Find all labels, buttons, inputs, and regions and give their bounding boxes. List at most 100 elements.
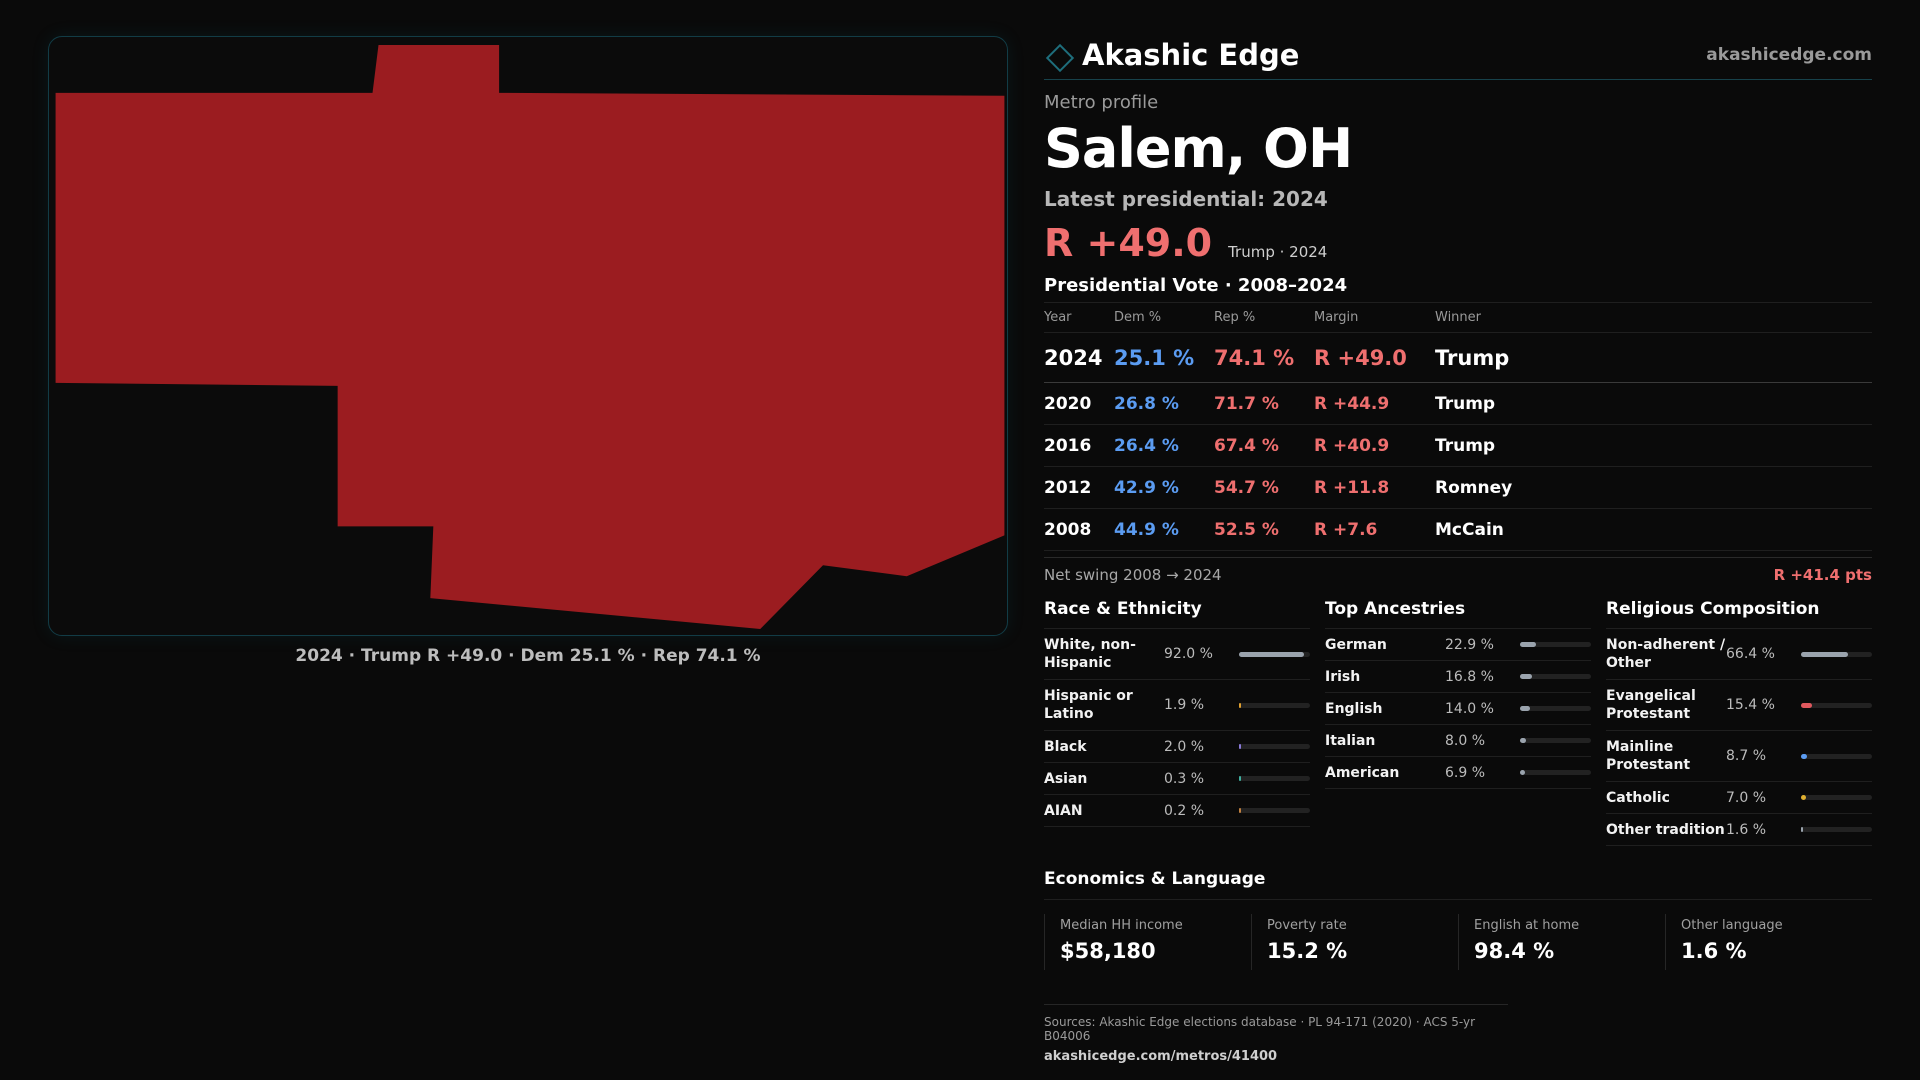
cell-winner: Romney	[1435, 477, 1513, 498]
header-margin: Margin	[1314, 310, 1359, 325]
econ-cell-poverty: Poverty rate 15.2 %	[1251, 914, 1458, 970]
econ-value: 15.2 %	[1267, 939, 1348, 963]
table-row: 2012 42.9 % 54.7 % R +11.8 Romney	[1044, 467, 1872, 509]
vote-table-header: Year Dem % Rep % Margin Winner	[1044, 303, 1872, 333]
headline-row: R +49.0 Trump · 2024	[1044, 219, 1872, 265]
brand-name: Akashic Edge	[1082, 37, 1300, 72]
list-item: Italian 8.0 %	[1325, 725, 1591, 757]
cell-margin: R +40.9	[1314, 435, 1390, 456]
race-value: 0.2 %	[1164, 802, 1205, 819]
cell-dem: 42.9 %	[1114, 477, 1179, 498]
ancestry-bar-fill	[1520, 642, 1537, 647]
cell-year: 2024	[1044, 345, 1103, 370]
cell-rep: 67.4 %	[1214, 435, 1279, 456]
ancestry-bar-fill	[1520, 706, 1530, 711]
cell-margin: R +11.8	[1314, 477, 1390, 498]
list-item: Irish 16.8 %	[1325, 661, 1591, 693]
cell-margin: R +44.9	[1314, 393, 1390, 414]
race-bar	[1239, 808, 1310, 813]
religion-section-title: Religious Composition	[1606, 595, 1872, 629]
religion-label: Other tradition	[1606, 821, 1725, 838]
cell-winner: Trump	[1435, 393, 1496, 414]
cell-year: 2012	[1044, 477, 1092, 498]
race-label: Asian	[1044, 770, 1088, 787]
cell-margin: R +49.0	[1314, 345, 1407, 370]
ancestry-bar	[1520, 674, 1591, 679]
sources-line: Sources: Akashic Edge elections database…	[1044, 1015, 1476, 1043]
religion-value: 8.7 %	[1726, 748, 1767, 764]
sources-url-link[interactable]: akashicedge.com/metros/41400	[1044, 1049, 1278, 1064]
ancestry-value: 14.0 %	[1445, 700, 1494, 717]
race-bar	[1239, 702, 1310, 708]
list-item: White, non-Hispanic 92.0 %	[1044, 629, 1310, 680]
econ-cell-income: Median HH income $58,180	[1044, 914, 1251, 970]
list-item: Other tradition 1.6 %	[1606, 814, 1872, 846]
ancestry-label: Irish	[1325, 668, 1361, 685]
religion-label: Catholic	[1606, 789, 1670, 806]
race-bar	[1239, 776, 1310, 781]
ancestry-bar	[1520, 642, 1591, 647]
net-swing-value: R +41.4 pts	[1773, 565, 1872, 584]
race-label: Hispanic or Latino	[1044, 688, 1133, 722]
econ-label: Other language	[1681, 918, 1783, 933]
econ-label: English at home	[1474, 918, 1580, 933]
county-map-svg	[55, 44, 1005, 630]
list-item: Black 2.0 %	[1044, 731, 1310, 763]
ancestry-label: American	[1325, 764, 1400, 781]
ancestry-bar-fill	[1520, 738, 1526, 743]
race-value: 0.3 %	[1164, 770, 1205, 787]
table-row: 2008 44.9 % 52.5 % R +7.6 McCain	[1044, 509, 1872, 551]
ancestry-bar	[1520, 738, 1591, 743]
religion-label: Evangelical Protestant	[1606, 688, 1696, 722]
econ-value: $58,180	[1060, 939, 1156, 963]
religion-bar-fill	[1801, 827, 1803, 832]
religion-bar-fill	[1801, 795, 1806, 800]
ancestry-label: Italian	[1325, 732, 1376, 749]
religion-value: 66.4 %	[1726, 646, 1775, 662]
ancestry-section-title: Top Ancestries	[1325, 595, 1591, 629]
vote-table: Year Dem % Rep % Margin Winner 2024 25.1…	[1044, 303, 1872, 551]
race-label: White, non-Hispanic	[1044, 637, 1136, 671]
cell-rep: 54.7 %	[1214, 477, 1279, 498]
county-shape[interactable]	[55, 44, 1005, 630]
economics-cells: Median HH income $58,180 Poverty rate 15…	[1044, 914, 1872, 970]
ancestry-label: German	[1325, 636, 1387, 653]
brand-url-link[interactable]: akashicedge.com	[1706, 44, 1872, 65]
race-bar-fill	[1239, 702, 1241, 708]
list-item: Non-adherent / Other 66.4 %	[1606, 629, 1872, 680]
cell-year: 2008	[1044, 519, 1092, 540]
cell-year: 2016	[1044, 435, 1092, 456]
brand-bar: Akashic Edge akashicedge.com	[1044, 30, 1872, 80]
list-item: Evangelical Protestant 15.4 %	[1606, 680, 1872, 731]
list-item: Catholic 7.0 %	[1606, 782, 1872, 814]
religion-bar	[1801, 753, 1872, 759]
ancestry-value: 22.9 %	[1445, 636, 1494, 653]
ancestry-value: 16.8 %	[1445, 668, 1494, 685]
religion-value: 1.6 %	[1726, 821, 1767, 838]
ancestry-bar	[1520, 770, 1591, 775]
race-value: 2.0 %	[1164, 738, 1205, 755]
cell-dem: 26.8 %	[1114, 393, 1179, 414]
race-label: AIAN	[1044, 802, 1083, 819]
brand[interactable]: Akashic Edge	[1044, 38, 1299, 72]
county-map[interactable]	[48, 36, 1008, 636]
religion-value: 15.4 %	[1726, 697, 1775, 713]
map-caption: 2024 · Trump R +49.0 · Dem 25.1 % · Rep …	[295, 646, 761, 666]
cell-rep: 52.5 %	[1214, 519, 1279, 540]
page-title: Salem, OH	[1044, 117, 1353, 180]
religion-bar	[1801, 795, 1872, 800]
net-swing-label: Net swing 2008 → 2024	[1044, 565, 1222, 584]
ancestry-value: 8.0 %	[1445, 732, 1486, 749]
ancestry-section: Top Ancestries German 22.9 % Irish 16.8 …	[1325, 595, 1591, 846]
economics-section-title: Economics & Language	[1044, 864, 1872, 900]
demographics: Race & Ethnicity White, non-Hispanic 92.…	[1044, 595, 1872, 846]
race-bar-fill	[1239, 651, 1305, 657]
table-row: 2024 25.1 % 74.1 % R +49.0 Trump	[1044, 333, 1872, 383]
headline-winner: Trump · 2024	[1228, 243, 1328, 261]
race-bar-fill	[1239, 808, 1241, 813]
religion-label: Non-adherent / Other	[1606, 637, 1726, 671]
cell-dem: 26.4 %	[1114, 435, 1179, 456]
eyebrow: Metro profile	[1044, 92, 1159, 113]
cell-winner: McCain	[1435, 519, 1504, 540]
religion-bar	[1801, 827, 1872, 832]
